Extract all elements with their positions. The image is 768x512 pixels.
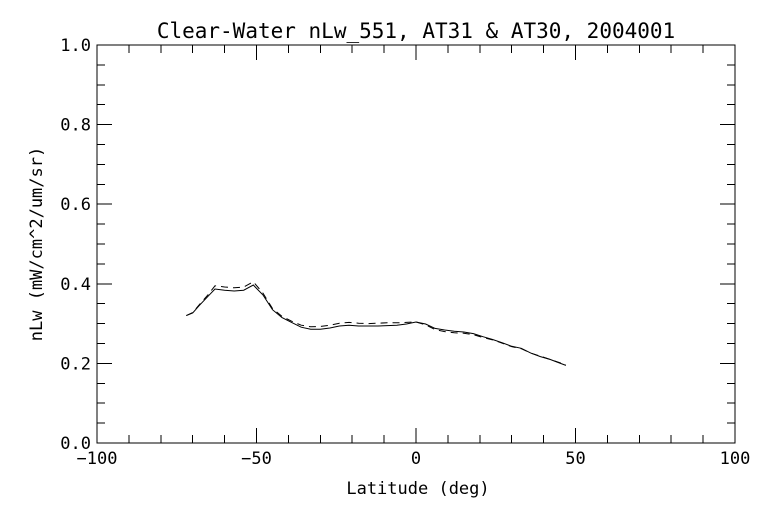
x-axis-label: Latitude (deg) [346,479,489,499]
x-tick-label: 0 [411,449,421,469]
x-tick-label: −50 [241,449,272,469]
series-at31-line [186,284,567,366]
plot-frame [96,44,736,444]
tick-labels: −100 −50 0 50 100 0.0 0.2 0.4 0.6 0.8 1.0 [60,36,750,469]
x-tick-label: 100 [720,449,751,469]
y-tick-label: 0.6 [60,195,91,215]
x-tick-label: 50 [565,449,585,469]
y-axis-label: nLw (mW/cm^2/um/sr) [27,147,47,341]
axis-ticks [96,44,736,444]
data-series [186,281,567,366]
y-tick-label: 0.8 [60,116,91,136]
series-at30-line [186,281,567,366]
y-tick-label: 0.4 [60,275,91,295]
x-tick-label: −100 [77,449,118,469]
y-tick-label: 0.0 [60,434,91,454]
y-tick-label: 1.0 [60,36,91,56]
chart-title: Clear-Water nLw_551, AT31 & AT30, 200400… [157,19,675,43]
y-tick-label: 0.2 [60,354,91,374]
